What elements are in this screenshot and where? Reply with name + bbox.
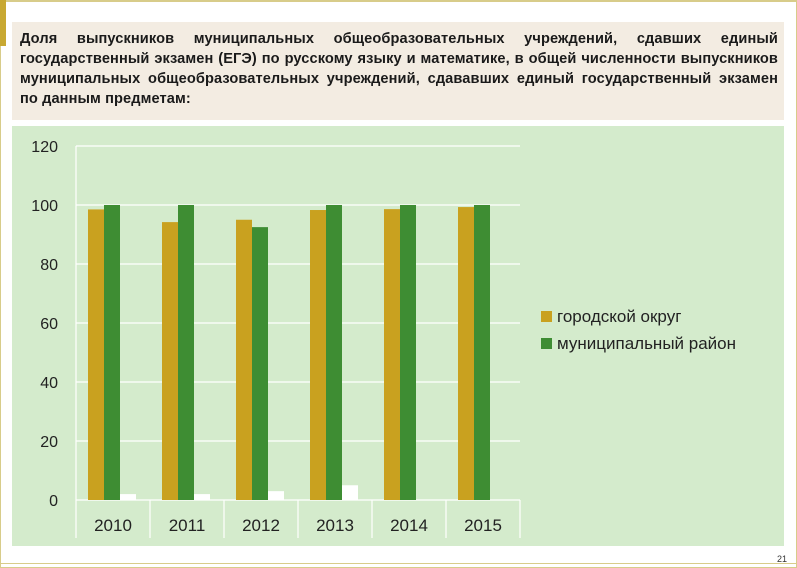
x-tick-label: 2015 — [464, 516, 502, 535]
bar-2012-series-2 — [252, 227, 268, 500]
bar-2013-series-2 — [326, 205, 342, 500]
bar-2011-series-2 — [178, 205, 194, 500]
bar-2012-series-3 — [268, 491, 284, 500]
y-tick-label: 40 — [40, 375, 58, 392]
y-tick-label: 100 — [31, 198, 58, 215]
corner-accent — [0, 0, 6, 46]
x-tick-label: 2013 — [316, 516, 354, 535]
y-tick-label: 80 — [40, 257, 58, 274]
bar-2010-series-1 — [88, 209, 104, 501]
x-tick-label: 2014 — [390, 516, 428, 535]
bar-2011-series-3 — [194, 494, 210, 500]
bar-2013-series-1 — [310, 210, 326, 500]
x-tick-label: 2012 — [242, 516, 280, 535]
bar-2010-series-2 — [104, 205, 120, 500]
slide-title: Доля выпускников муниципальных общеобраз… — [20, 31, 778, 107]
x-tick-label: 2010 — [94, 516, 132, 535]
title-panel — [12, 22, 784, 120]
bar-2011-series-1 — [162, 222, 178, 501]
y-tick-label: 120 — [31, 139, 58, 156]
page-number: 21 — [776, 554, 787, 564]
top-divider — [0, 0, 797, 2]
legend-swatch-1 — [541, 311, 552, 322]
x-tick-label: 2011 — [169, 516, 206, 535]
legend-label-1: городской округ — [557, 307, 681, 326]
legend-swatch-2 — [541, 338, 552, 349]
bar-2010-series-3 — [120, 494, 136, 500]
legend-label-2: муниципальный район — [557, 334, 736, 353]
bar-2012-series-1 — [236, 219, 252, 500]
bottom-divider — [0, 563, 797, 564]
bar-2014-series-2 — [400, 205, 416, 500]
y-tick-label: 0 — [49, 493, 58, 510]
bar-2015-series-2 — [474, 205, 490, 500]
bar-2013-series-3 — [342, 485, 358, 500]
y-tick-label: 20 — [40, 434, 58, 451]
bar-2015-series-1 — [458, 207, 474, 500]
bar-2014-series-1 — [384, 209, 400, 500]
y-tick-label: 60 — [40, 316, 58, 333]
